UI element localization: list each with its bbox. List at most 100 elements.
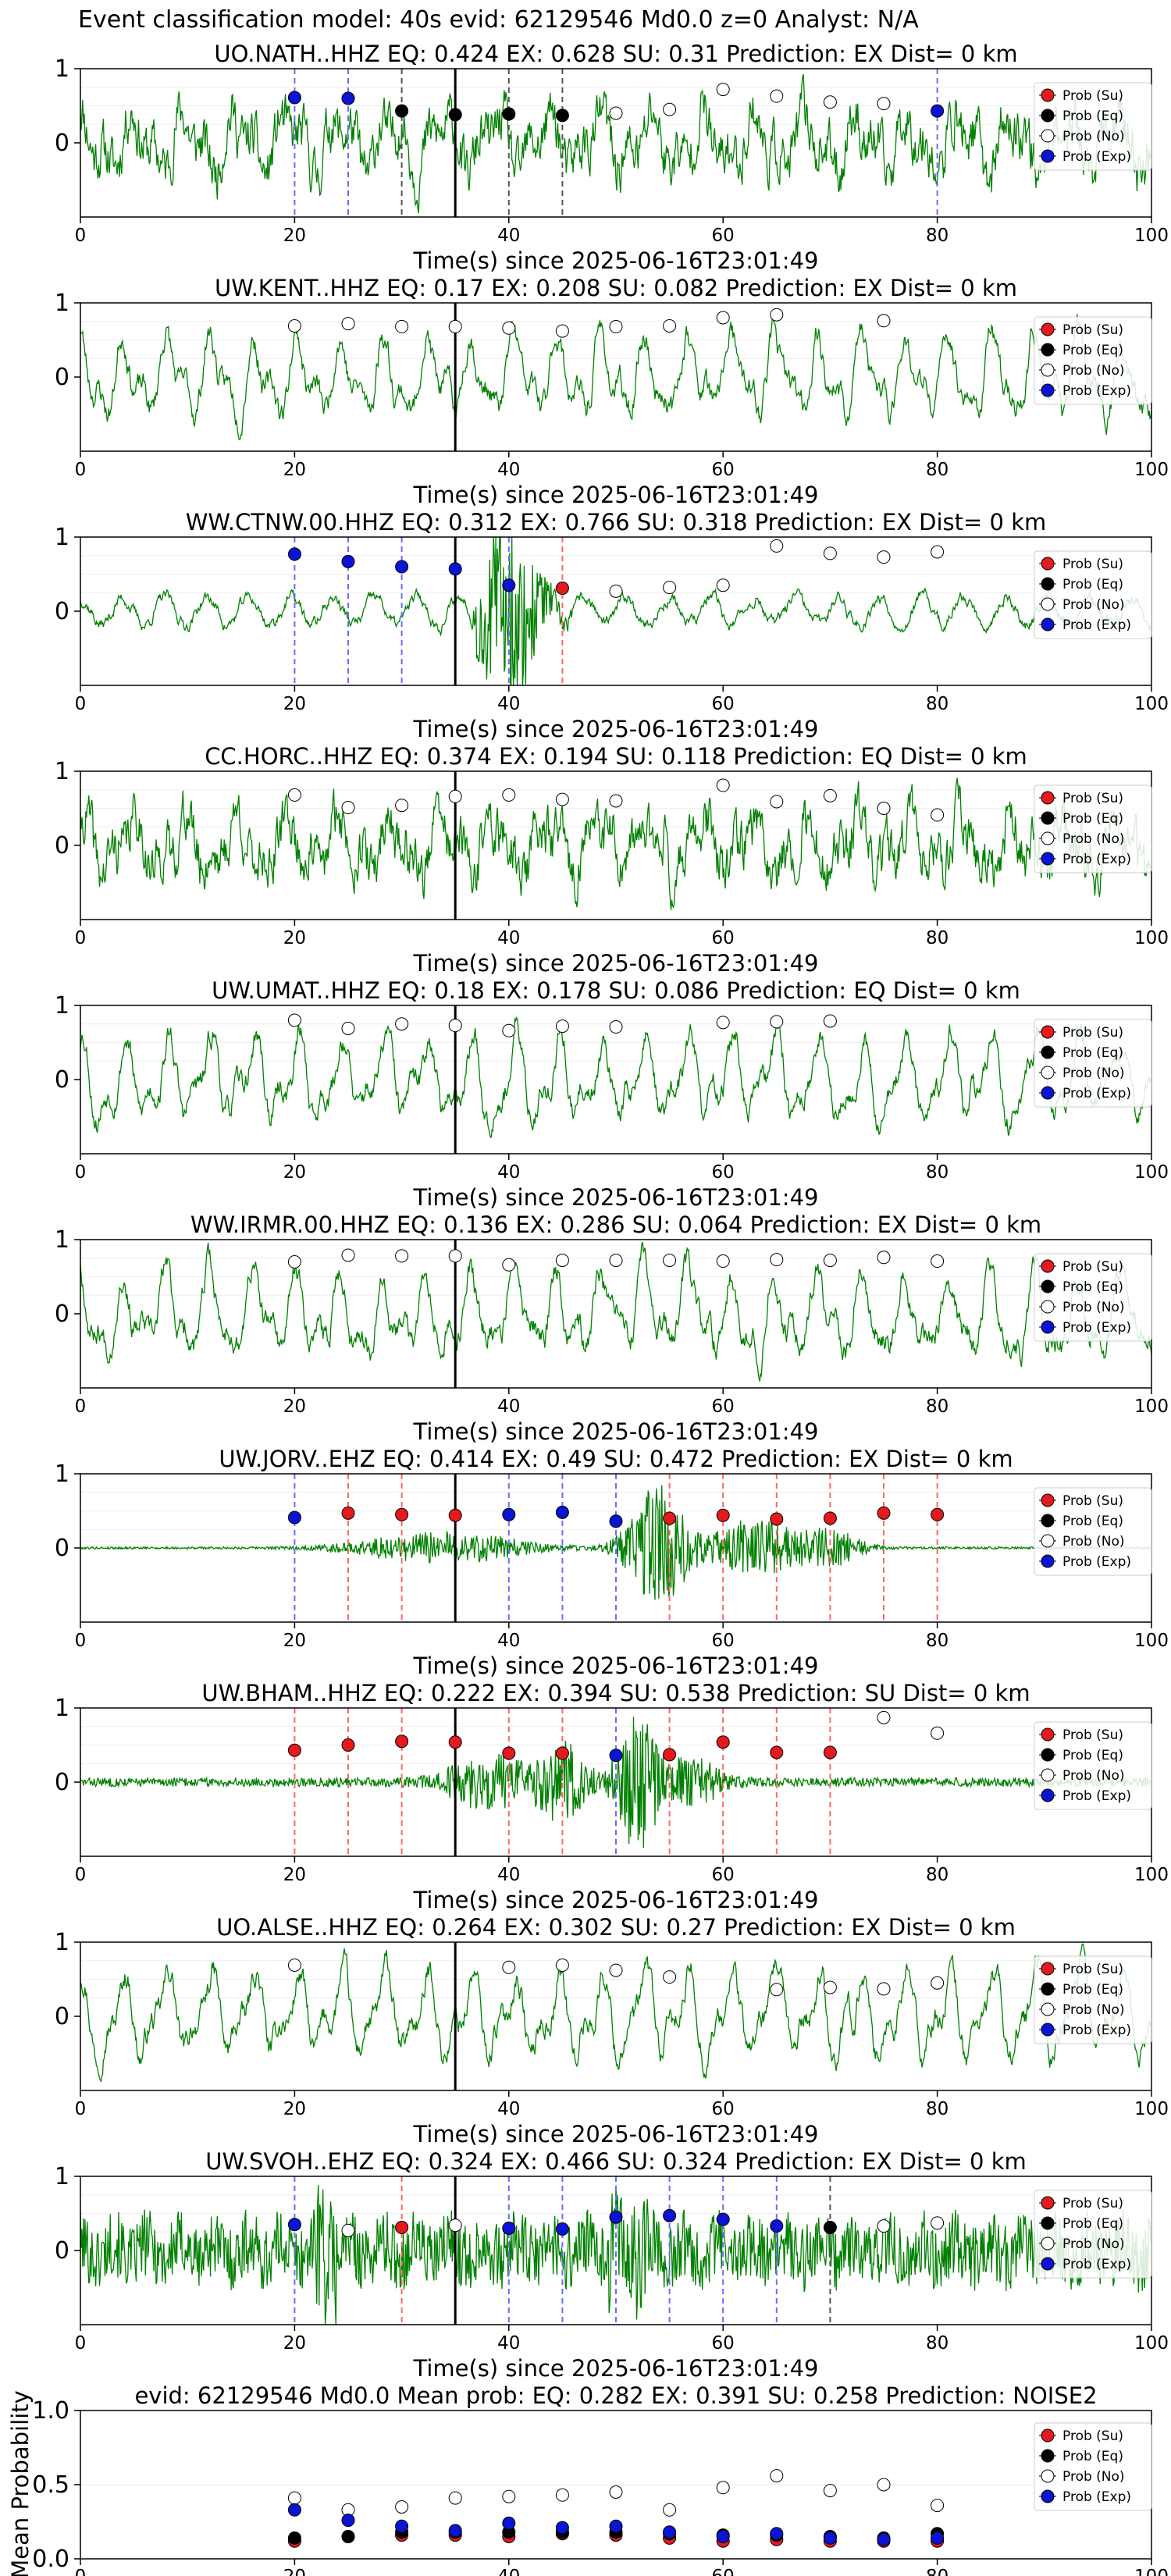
prob-point-no	[609, 794, 623, 808]
legend-label: Prob (No)	[1062, 129, 1125, 144]
legend-label: Prob (Eq)	[1062, 1514, 1123, 1529]
waveform-trace	[80, 1016, 1152, 1139]
waveform-trace	[80, 2185, 1152, 2325]
x-axis-label: Time(s) since 2025-06-16T23:01:49	[413, 482, 819, 508]
x-tick-label: 40	[497, 1631, 520, 1651]
prob-point-exp	[931, 104, 945, 118]
prob-point-no	[502, 1960, 516, 1974]
legend-marker	[1041, 852, 1055, 866]
prob-point-no	[931, 808, 945, 822]
prob-point-no	[877, 1982, 891, 1996]
legend: Prob (Su) Prob (Eq) Prob (No) Prob (Exp)	[1034, 2422, 1152, 2511]
mean-prob-point-exp	[287, 2503, 301, 2517]
legend-marker	[1041, 1962, 1055, 1976]
prob-point-no	[663, 581, 677, 595]
prob-point-su	[663, 1748, 677, 1762]
prob-point-no	[663, 102, 677, 116]
prob-point-no	[502, 321, 516, 335]
y-tick-label: 1	[55, 1695, 69, 1722]
legend-label: Prob (Exp)	[1062, 2257, 1131, 2272]
x-tick-label: 80	[926, 2567, 949, 2576]
x-tick-label: 40	[497, 1162, 520, 1183]
legend-marker	[1041, 1259, 1055, 1273]
prob-point-no	[877, 1710, 891, 1724]
x-tick-label: 100	[1134, 2567, 1169, 2576]
axes-frame	[80, 770, 1152, 920]
legend-marker	[1041, 831, 1055, 845]
legend-marker	[1041, 1982, 1055, 1996]
prob-point-su	[448, 1735, 462, 1749]
x-tick-label: 60	[712, 226, 735, 246]
prob-point-no	[341, 2223, 355, 2237]
x-tick-label: 20	[283, 1631, 306, 1651]
prob-point-no	[877, 97, 891, 111]
y-tick-label: 0	[55, 1066, 69, 1094]
y-tick-label: 1	[55, 1929, 69, 1956]
mean-prob-point-no	[931, 2499, 945, 2513]
x-tick-label: 0	[75, 1162, 87, 1183]
x-tick-label: 20	[283, 1865, 306, 1885]
waveform-trace	[80, 1943, 1152, 2083]
mean-prob-point-exp	[448, 2524, 462, 2538]
legend-marker	[1041, 1066, 1055, 1080]
mean-prob-point-no	[287, 2491, 301, 2505]
prob-point-no	[716, 311, 730, 325]
prob-point-exp	[663, 2208, 677, 2222]
mean-prob-point-no	[663, 2503, 677, 2517]
waveform-trace	[80, 1241, 1152, 1382]
prob-point-su	[663, 1511, 677, 1525]
mean-prob-point-exp	[555, 2521, 569, 2535]
legend-label: Prob (Eq)	[1062, 1748, 1123, 1763]
prob-point-exp	[287, 91, 301, 105]
legend: Prob (Su) Prob (Eq) Prob (No) Prob (Exp)	[1034, 1253, 1152, 1342]
legend-label: Prob (No)	[1062, 1066, 1125, 1081]
legend-marker	[1041, 88, 1055, 102]
legend-label: Prob (Exp)	[1062, 383, 1131, 399]
x-tick-label: 80	[926, 1397, 949, 1417]
prob-point-no	[395, 799, 409, 813]
legend-label: Prob (Su)	[1062, 1493, 1123, 1509]
prob-point-su	[823, 1511, 837, 1525]
x-tick-label: 100	[1134, 2099, 1169, 2119]
legend: Prob (Su) Prob (Eq) Prob (No) Prob (Exp)	[1034, 2190, 1152, 2279]
legend-marker	[1041, 1025, 1055, 1039]
prob-point-su	[716, 1735, 730, 1749]
legend-label: Prob (Eq)	[1062, 2216, 1123, 2232]
mean-prob-point-no	[877, 2478, 891, 2492]
legend: Prob (Su) Prob (Eq) Prob (No) Prob (Exp)	[1034, 316, 1152, 405]
prob-point-exp	[287, 1510, 301, 1525]
summary-panel: evid: 62129546 Md0.0 Mean prob: EQ: 0.28…	[7, 2382, 1169, 2576]
legend-label: Prob (No)	[1062, 2469, 1125, 2485]
legend-marker	[1041, 617, 1055, 632]
legend-marker	[1041, 2196, 1055, 2210]
prob-point-exp	[341, 91, 355, 105]
prob-point-no	[555, 1254, 569, 1268]
y-tick-label: 0	[55, 2003, 69, 2030]
legend-marker	[1041, 1554, 1055, 1568]
y-tick-label: 1	[55, 290, 69, 317]
waveform-trace	[80, 1717, 1152, 1848]
legend-marker	[1041, 1493, 1055, 1507]
prob-point-exp	[341, 554, 355, 568]
y-tick-label: 1	[55, 758, 69, 785]
prob-point-no	[716, 578, 730, 592]
axes-frame	[80, 68, 1152, 218]
prob-point-su	[395, 2221, 409, 2235]
x-tick-label: 60	[712, 2333, 735, 2354]
x-tick-label: 0	[75, 2567, 87, 2576]
legend-label: Prob (Su)	[1062, 322, 1123, 338]
legend-marker	[1041, 1788, 1055, 1802]
y-tick-label: 0	[55, 832, 69, 859]
x-axis-label: Time(s) since 2025-06-16T23:01:49	[413, 1653, 819, 1679]
x-tick-label: 100	[1134, 1162, 1169, 1183]
prob-point-exp	[716, 2212, 730, 2226]
prob-point-no	[931, 1726, 945, 1740]
x-tick-label: 80	[926, 1162, 949, 1183]
prob-point-no	[395, 319, 409, 333]
prob-point-su	[823, 1745, 837, 1759]
legend-label: Prob (Su)	[1062, 2428, 1123, 2444]
x-tick-label: 60	[712, 1865, 735, 1885]
legend-marker	[1041, 343, 1055, 357]
legend-label: Prob (No)	[1062, 1768, 1125, 1784]
y-tick-label: 1	[55, 1226, 69, 1254]
